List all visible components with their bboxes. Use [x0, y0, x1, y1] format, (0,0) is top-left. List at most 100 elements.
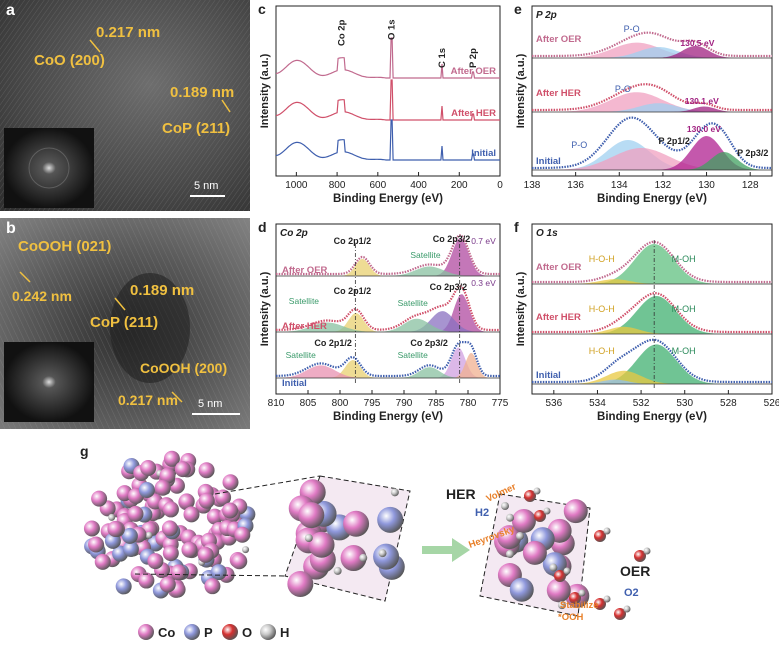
- cluster-atom: [210, 564, 227, 581]
- cluster-atom: [231, 553, 248, 570]
- x-axis-label: Binding Energy (eV): [597, 193, 707, 205]
- peak-label: 0.3 eV: [471, 278, 496, 288]
- x-tick-label: 805: [300, 398, 317, 409]
- peak-label: Co 2p3/2: [430, 282, 468, 292]
- x-tick-label: 800: [329, 180, 346, 191]
- chart-e: 138 136 134 132 130 128 Binding Energy (eV) Int…: [514, 1, 773, 205]
- p2p-initial-component-1: [532, 148, 772, 170]
- legend-label-o: O: [242, 625, 252, 640]
- oxygen-atom: [594, 598, 606, 610]
- legend-label-h: H: [280, 625, 289, 640]
- legend-label-p: P: [204, 625, 213, 640]
- o1s-after-oer-component-0: [532, 244, 772, 284]
- peak-label: P-O: [571, 140, 587, 150]
- oxygen-atom: [614, 608, 626, 620]
- cluster-atom: [242, 546, 250, 554]
- cluster-atom: [222, 474, 239, 491]
- oxygen-atom: [594, 530, 606, 542]
- x-tick-label: 800: [332, 398, 349, 409]
- x-axis-label: Binding Energy (eV): [333, 193, 443, 205]
- cluster-atom: [154, 479, 171, 496]
- cluster-atom: [107, 520, 124, 537]
- x-tick-label: 128: [742, 180, 759, 191]
- peak-label: 130.1 eV: [685, 96, 719, 106]
- peak-label: Satellite: [410, 250, 441, 260]
- reaction-atom: [563, 499, 588, 524]
- p2p-after-oer-envelope: [532, 31, 772, 58]
- tem-b-plane-1: CoOOH (021): [18, 238, 112, 255]
- peak-label: M-OH: [672, 254, 696, 264]
- curve-label: Initial: [282, 378, 307, 389]
- cluster-atom: [108, 513, 116, 521]
- x-tick-label: 136: [567, 180, 584, 191]
- co2p-initial-component-1: [276, 347, 500, 378]
- cluster-atom: [159, 467, 176, 484]
- cluster-atom: [91, 490, 108, 507]
- panel-label: c: [258, 1, 266, 17]
- legend-marker-h: [260, 624, 276, 640]
- p2p-after-her-component-2: [532, 106, 772, 112]
- peak-label: M-OH: [672, 346, 696, 356]
- cluster-atom: [198, 492, 215, 509]
- panel-label: f: [514, 219, 519, 235]
- co2p-after-oer-component-2: [276, 266, 500, 276]
- oxygen-atom: [569, 592, 581, 604]
- zoom-atom: [343, 510, 370, 537]
- tem-b-spacing-2: 0.189 nm: [130, 282, 195, 299]
- zoom-atom: [308, 531, 335, 558]
- reaction-atom: [497, 525, 522, 550]
- p2p-initial-component-3: [532, 152, 772, 170]
- o2-label: O2: [624, 587, 639, 599]
- survey-line-initial: [275, 119, 500, 161]
- panel-title: P 2p: [536, 10, 557, 21]
- x-tick-label: 810: [268, 398, 285, 409]
- co2p-after-her-component-2: [276, 311, 500, 332]
- co2p-after-her-envelope: [276, 285, 500, 332]
- peak-label: O 1s: [387, 19, 398, 40]
- curve-label: After HER: [282, 321, 327, 332]
- peak-label: 0.7 eV: [471, 236, 496, 246]
- panel-title: Co 2p: [280, 228, 308, 239]
- tem-a-spacing-2: 0.189 nm: [170, 84, 235, 101]
- peak-label: M-OH: [672, 304, 696, 314]
- tem-b-plane-3: CoOOH (200): [140, 360, 228, 376]
- reaction-atom: [506, 513, 515, 522]
- x-tick-label: 775: [492, 398, 509, 409]
- reaction-atom: [546, 578, 571, 603]
- y-axis-label: Intensity (a.u.): [515, 53, 527, 128]
- p2p-after-oer-component-1: [532, 47, 772, 58]
- legend-marker-co: [138, 624, 154, 640]
- curve-label: After OER: [536, 262, 582, 273]
- plot-frame: [531, 5, 773, 177]
- peak-label: H-O-H: [589, 304, 615, 314]
- p2p-initial-envelope: [532, 116, 772, 170]
- reaction-atom: [549, 563, 558, 572]
- oxygen-atom: [524, 490, 536, 502]
- oxygen-atom: [554, 570, 566, 582]
- peak-label: 130.0 eV: [687, 124, 721, 134]
- x-axis-label: Binding Energy (eV): [597, 411, 707, 423]
- hydrogen-atom: [578, 589, 586, 597]
- plot-frame: [275, 5, 501, 177]
- hydrogen-atom: [506, 550, 514, 558]
- cluster-atom: [88, 536, 105, 553]
- o1s-initial-envelope: [532, 338, 772, 384]
- schematic-g: gHERH2HeyrovskyVolmerOERO2Stabilize*OOHC…: [80, 443, 651, 640]
- p2p-after-her-component-1: [532, 103, 772, 112]
- panel-label-b: b: [6, 220, 16, 237]
- o1s-initial-component-0: [532, 344, 772, 384]
- p2p-after-her-envelope: [532, 83, 772, 112]
- chart-d: 810 805 800 795 790 785 780 775 Binding Energy (…: [258, 219, 509, 423]
- tem-b-scale-label: 5 nm: [198, 398, 223, 410]
- tem-b-plane-2: CoP (211): [90, 314, 159, 331]
- peak-label: P 2p3/2: [737, 148, 768, 158]
- x-tick-label: 534: [589, 398, 606, 409]
- curve-label: Initial: [471, 148, 496, 159]
- peak-label: Co 2p1/2: [334, 236, 372, 246]
- x-tick-label: 530: [676, 398, 693, 409]
- cluster-atom: [127, 505, 144, 522]
- peak-label: Co 2p: [337, 19, 348, 46]
- cluster-atom: [162, 501, 179, 518]
- y-axis-label: Intensity (a.u.): [259, 271, 271, 346]
- tem-panel-a: a 0.217 nm CoO (200) 0.189 nm CoP (211) …: [0, 0, 250, 211]
